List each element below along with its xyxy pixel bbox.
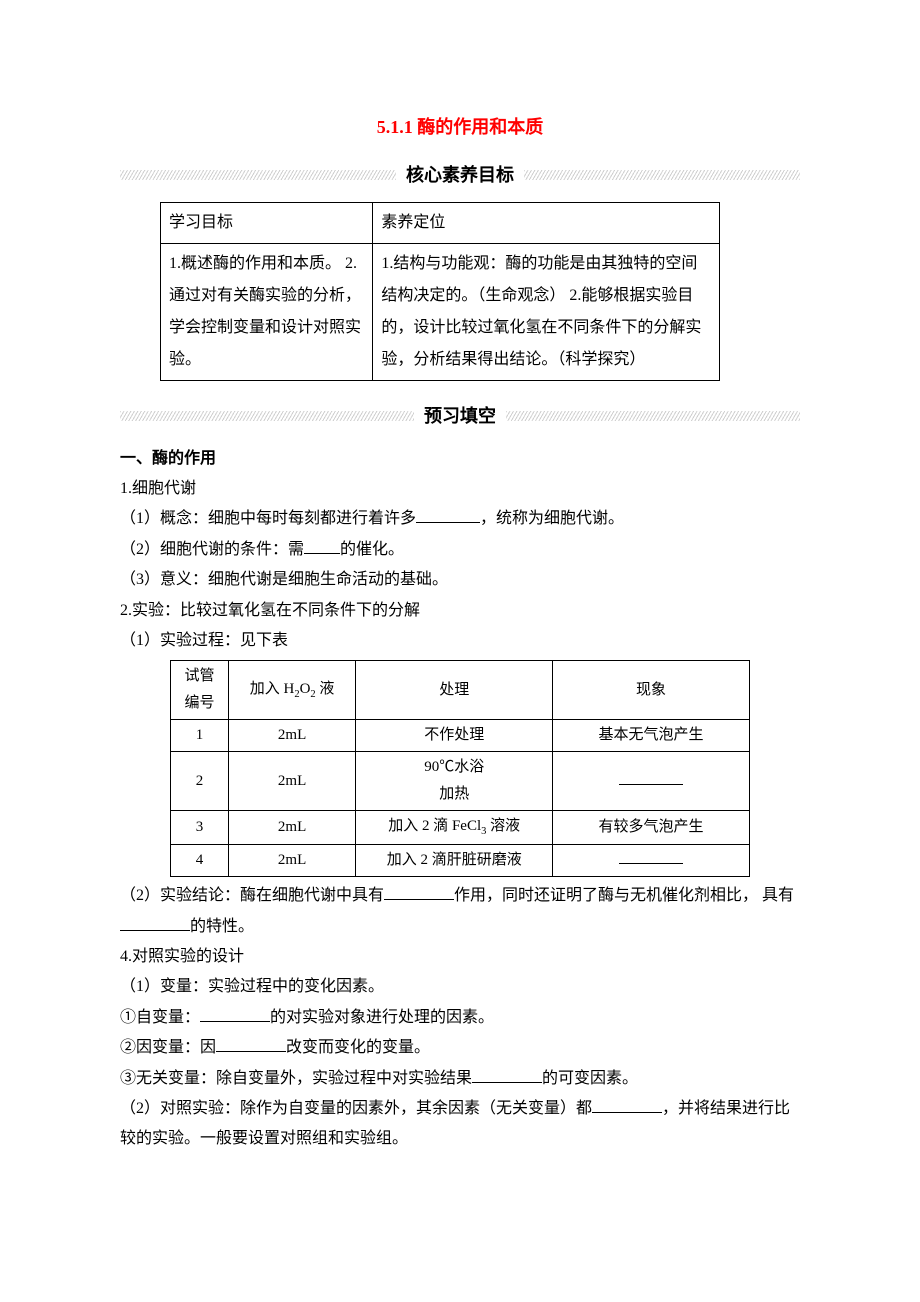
text: 的特性。 bbox=[190, 918, 254, 935]
para-1-label: 1.细胞代谢 bbox=[120, 474, 800, 504]
blank bbox=[216, 1036, 286, 1052]
para-4-label: 4.对照实验的设计 bbox=[120, 942, 800, 972]
goals-header-left: 学习目标 bbox=[161, 203, 373, 244]
para-2-label: 2.实验：比较过氧化氢在不同条件下的分解 bbox=[120, 596, 800, 626]
exp-h1: 试管 编号 bbox=[171, 661, 229, 720]
blank bbox=[416, 507, 480, 523]
para-4-1-2: ②因变量：因 改变而变化的变量。 bbox=[120, 1033, 800, 1063]
text: ③无关变量：除自变量外，实验过程中对实验结果 bbox=[120, 1070, 472, 1087]
goals-header-right: 素养定位 bbox=[373, 203, 720, 244]
text: 作用，同时还证明了酶与无机催化剂相比， bbox=[454, 887, 758, 904]
goals-banner: 核心素养目标 bbox=[120, 158, 800, 192]
table-row: 1 2mL 不作处理 基本无气泡产生 bbox=[171, 720, 750, 752]
cell: 2mL bbox=[228, 845, 355, 877]
blank bbox=[200, 1006, 270, 1022]
exp-h2: 加入 H2O2 液 bbox=[228, 661, 355, 720]
blank bbox=[619, 849, 683, 864]
cell: 2 bbox=[171, 752, 229, 811]
text: 90℃水浴 bbox=[424, 759, 484, 775]
cell: 3 bbox=[171, 811, 229, 845]
text: （2）细胞代谢的条件：需 bbox=[120, 541, 304, 558]
blank bbox=[619, 770, 683, 785]
para-4-1: （1）变量：实验过程中的变化因素。 bbox=[120, 972, 800, 1002]
text: （2）对照实验：除作为自变量的因素外，其余因素（无关变量）都 bbox=[120, 1100, 592, 1117]
cell: 2mL bbox=[228, 720, 355, 752]
text: 的催化。 bbox=[340, 541, 404, 558]
para-4-1-1: ①自变量： 的对实验对象进行处理的因素。 bbox=[120, 1003, 800, 1033]
table-row: 4 2mL 加入 2 滴肝脏研磨液 bbox=[171, 845, 750, 877]
goals-right-cell: 1.结构与功能观：酶的功能是由其独特的空间结构决定的。（生命观念） 2.能够根据… bbox=[373, 244, 720, 381]
cell: 基本无气泡产生 bbox=[553, 720, 750, 752]
text: ①自变量： bbox=[120, 1009, 200, 1026]
text: 编号 bbox=[184, 695, 214, 711]
goals-left-1: 1.概述酶的作用和本质。 bbox=[169, 255, 341, 272]
preview-banner-label: 预习填空 bbox=[424, 399, 496, 433]
table-row: 3 2mL 加入 2 滴 FeCl3 溶液 有较多气泡产生 bbox=[171, 811, 750, 845]
section-heading-1: 一、酶的作用 bbox=[120, 444, 800, 474]
blank bbox=[384, 884, 454, 900]
text: 加热 bbox=[439, 786, 469, 802]
text: ，统称为细胞代谢。 bbox=[480, 510, 624, 527]
table-row: 学习目标 素养定位 bbox=[161, 203, 720, 244]
hatch-right bbox=[524, 170, 800, 180]
cell: 2mL bbox=[228, 811, 355, 845]
cell bbox=[553, 845, 750, 877]
blank bbox=[120, 915, 190, 931]
table-row: 1.概述酶的作用和本质。 2.通过对有关酶实验的分析，学会控制变量和设计对照实验… bbox=[161, 244, 720, 381]
hatch-left bbox=[120, 411, 414, 421]
table-row: 试管 编号 加入 H2O2 液 处理 现象 bbox=[171, 661, 750, 720]
cell: 90℃水浴 加热 bbox=[356, 752, 553, 811]
goals-banner-label: 核心素养目标 bbox=[406, 158, 514, 192]
para-conclusion: （2）实验结论：酶在细胞代谢中具有 作用，同时还证明了酶与无机催化剂相比， 具有的… bbox=[120, 881, 800, 942]
table-row: 2 2mL 90℃水浴 加热 bbox=[171, 752, 750, 811]
para-1-2: （2）细胞代谢的条件：需 的催化。 bbox=[120, 535, 800, 565]
page-title: 5.1.1 酶的作用和本质 bbox=[120, 110, 800, 144]
text: 的可变因素。 bbox=[542, 1070, 638, 1087]
cell: 加入 2 滴肝脏研磨液 bbox=[356, 845, 553, 877]
cell bbox=[553, 752, 750, 811]
para-2-1: （1）实验过程：见下表 bbox=[120, 626, 800, 656]
cell: 4 bbox=[171, 845, 229, 877]
cell: 加入 2 滴 FeCl3 溶液 bbox=[356, 811, 553, 845]
hatch-right bbox=[506, 411, 800, 421]
blank bbox=[592, 1097, 662, 1113]
cell: 有较多气泡产生 bbox=[553, 811, 750, 845]
text: （1）概念：细胞中每时每刻都进行着许多 bbox=[120, 510, 416, 527]
para-1-3: （3）意义：细胞代谢是细胞生命活动的基础。 bbox=[120, 565, 800, 595]
text: 改变而变化的变量。 bbox=[286, 1039, 430, 1056]
text: ②因变量：因 bbox=[120, 1039, 216, 1056]
exp-h4: 现象 bbox=[553, 661, 750, 720]
preview-banner: 预习填空 bbox=[120, 399, 800, 433]
text: 试管 bbox=[184, 668, 214, 684]
para-4-2: （2）对照实验：除作为自变量的因素外，其余因素（无关变量）都，并将结果进行比较的… bbox=[120, 1094, 800, 1155]
text: 的对实验对象进行处理的因素。 bbox=[270, 1009, 494, 1026]
blank bbox=[472, 1067, 542, 1083]
exp-h3: 处理 bbox=[356, 661, 553, 720]
text: （2）实验结论：酶在细胞代谢中具有 bbox=[120, 887, 384, 904]
goals-left-cell: 1.概述酶的作用和本质。 2.通过对有关酶实验的分析，学会控制变量和设计对照实验… bbox=[161, 244, 373, 381]
cell: 1 bbox=[171, 720, 229, 752]
cell: 2mL bbox=[228, 752, 355, 811]
experiment-table: 试管 编号 加入 H2O2 液 处理 现象 1 2mL 不作处理 基本无气泡产生… bbox=[170, 660, 750, 877]
text: 具有 bbox=[762, 887, 794, 904]
blank bbox=[304, 538, 340, 554]
goals-table: 学习目标 素养定位 1.概述酶的作用和本质。 2.通过对有关酶实验的分析，学会控… bbox=[160, 202, 720, 381]
hatch-left bbox=[120, 170, 396, 180]
para-4-1-3: ③无关变量：除自变量外，实验过程中对实验结果 的可变因素。 bbox=[120, 1064, 800, 1094]
cell: 不作处理 bbox=[356, 720, 553, 752]
para-1-1: （1）概念：细胞中每时每刻都进行着许多 ，统称为细胞代谢。 bbox=[120, 504, 800, 534]
